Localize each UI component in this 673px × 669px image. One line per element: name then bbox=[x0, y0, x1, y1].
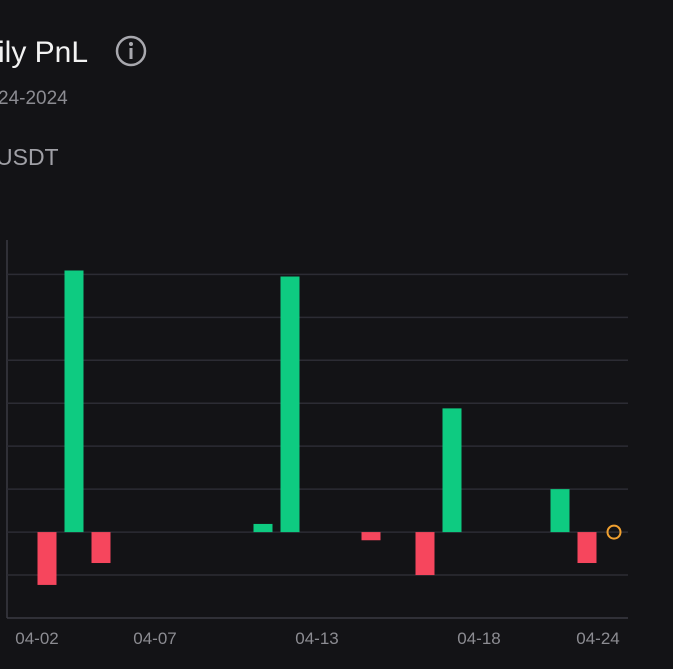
bar bbox=[253, 523, 273, 533]
unit: USDT bbox=[0, 144, 59, 170]
bar bbox=[415, 532, 435, 576]
bar bbox=[280, 276, 300, 533]
x-tick-label: 04-02 bbox=[15, 629, 58, 648]
x-tick-label: 04-13 bbox=[295, 629, 338, 648]
x-tick-label: 04-07 bbox=[133, 629, 176, 648]
bar bbox=[550, 489, 570, 533]
date-range: 24-2024 bbox=[0, 88, 68, 109]
x-tick-label: 04-18 bbox=[457, 629, 500, 648]
today-marker bbox=[606, 524, 622, 540]
bar bbox=[64, 270, 84, 533]
bar bbox=[91, 532, 111, 564]
bar bbox=[577, 532, 597, 564]
info-icon[interactable] bbox=[115, 35, 147, 67]
bar bbox=[37, 532, 57, 585]
x-tick-label: 04-24 bbox=[576, 629, 619, 648]
bar bbox=[442, 408, 462, 533]
title: ily PnL bbox=[0, 36, 88, 69]
bar bbox=[361, 532, 381, 541]
